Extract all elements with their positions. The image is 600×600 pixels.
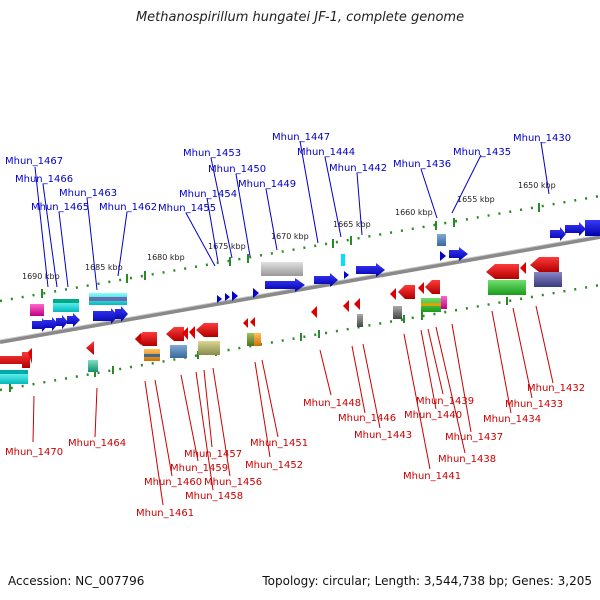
genome-backbone	[0, 235, 600, 344]
gene-label-mhun-1457[interactable]: Mhun_1457	[184, 449, 242, 460]
gene-label-mhun-1461[interactable]: Mhun_1461	[136, 508, 194, 519]
gene-label-mhun-1450[interactable]: Mhun_1450	[208, 164, 266, 175]
gene-label-mhun-1453[interactable]: Mhun_1453	[183, 148, 241, 159]
gene-label-mhun-1435[interactable]: Mhun_1435	[453, 147, 511, 158]
gene-label-mhun-1432[interactable]: Mhun_1432	[527, 383, 585, 394]
gene-label-mhun-1454[interactable]: Mhun_1454	[179, 189, 237, 200]
genome-summary: Topology: circular; Length: 3,544,738 bp…	[262, 574, 592, 588]
map-title: Methanospirillum hungatei JF-1, complete…	[135, 10, 465, 25]
gene-label-mhun-1439[interactable]: Mhun_1439	[416, 396, 474, 407]
gene-label-mhun-1446[interactable]: Mhun_1446	[338, 413, 396, 424]
tick-label: 1690 kbp	[22, 272, 60, 281]
gene-label-mhun-1443[interactable]: Mhun_1443	[354, 430, 412, 441]
gene-label-mhun-1442[interactable]: Mhun_1442	[329, 163, 387, 174]
gene-label-mhun-1459[interactable]: Mhun_1459	[170, 463, 228, 474]
reverse-genes	[0, 257, 562, 384]
gene-label-mhun-1438[interactable]: Mhun_1438	[438, 454, 496, 465]
gene-label-mhun-1470[interactable]: Mhun_1470	[5, 447, 63, 458]
gene-label-mhun-1441[interactable]: Mhun_1441	[403, 471, 461, 482]
gene-label-mhun-1430[interactable]: Mhun_1430	[513, 133, 571, 144]
gene-label-mhun-1456[interactable]: Mhun_1456	[204, 477, 262, 488]
gene-label-mhun-1460[interactable]: Mhun_1460	[144, 477, 202, 488]
gene-label-mhun-1440[interactable]: Mhun_1440	[404, 410, 462, 421]
gene-label-mhun-1455[interactable]: Mhun_1455	[158, 203, 216, 214]
tick-label: 1680 kbp	[147, 253, 185, 262]
gene-label-mhun-1434[interactable]: Mhun_1434	[483, 414, 541, 425]
gene-label-mhun-1458[interactable]: Mhun_1458	[185, 491, 243, 502]
gene-label-mhun-1436[interactable]: Mhun_1436	[393, 159, 451, 170]
tick-label: 1670 kbp	[271, 232, 309, 241]
gene-label-mhun-1451[interactable]: Mhun_1451	[250, 438, 308, 449]
tick-label: 1660 kbp	[395, 208, 433, 217]
gene-label-mhun-1464[interactable]: Mhun_1464	[68, 438, 126, 449]
gene-label-mhun-1448[interactable]: Mhun_1448	[303, 398, 361, 409]
gene-label-mhun-1447[interactable]: Mhun_1447	[272, 132, 330, 143]
gene-label-mhun-1437[interactable]: Mhun_1437	[445, 432, 503, 443]
gene-label-mhun-1433[interactable]: Mhun_1433	[505, 399, 563, 410]
tick-label: 1650 kbp	[518, 181, 556, 190]
gene-label-mhun-1466[interactable]: Mhun_1466	[15, 174, 73, 185]
gene-label-mhun-1452[interactable]: Mhun_1452	[245, 460, 303, 471]
tick-label: 1675 kbp	[208, 242, 246, 251]
bottom-ruler	[0, 283, 600, 392]
tick-label: 1665 kbp	[333, 220, 371, 229]
tick-label: 1655 kbp	[457, 195, 495, 204]
top-ruler	[0, 194, 600, 303]
tick-label: 1685 kbp	[85, 263, 123, 272]
gene-label-mhun-1462[interactable]: Mhun_1462	[99, 202, 157, 213]
gene-label-mhun-1465[interactable]: Mhun_1465	[31, 202, 89, 213]
accession-label: Accession: NC_007796	[8, 574, 145, 588]
gene-label-mhun-1463[interactable]: Mhun_1463	[59, 188, 117, 199]
gene-label-mhun-1449[interactable]: Mhun_1449	[238, 179, 296, 190]
gene-label-mhun-1444[interactable]: Mhun_1444	[297, 147, 355, 158]
forward-genes	[30, 220, 600, 332]
gene-label-mhun-1467[interactable]: Mhun_1467	[5, 156, 63, 167]
